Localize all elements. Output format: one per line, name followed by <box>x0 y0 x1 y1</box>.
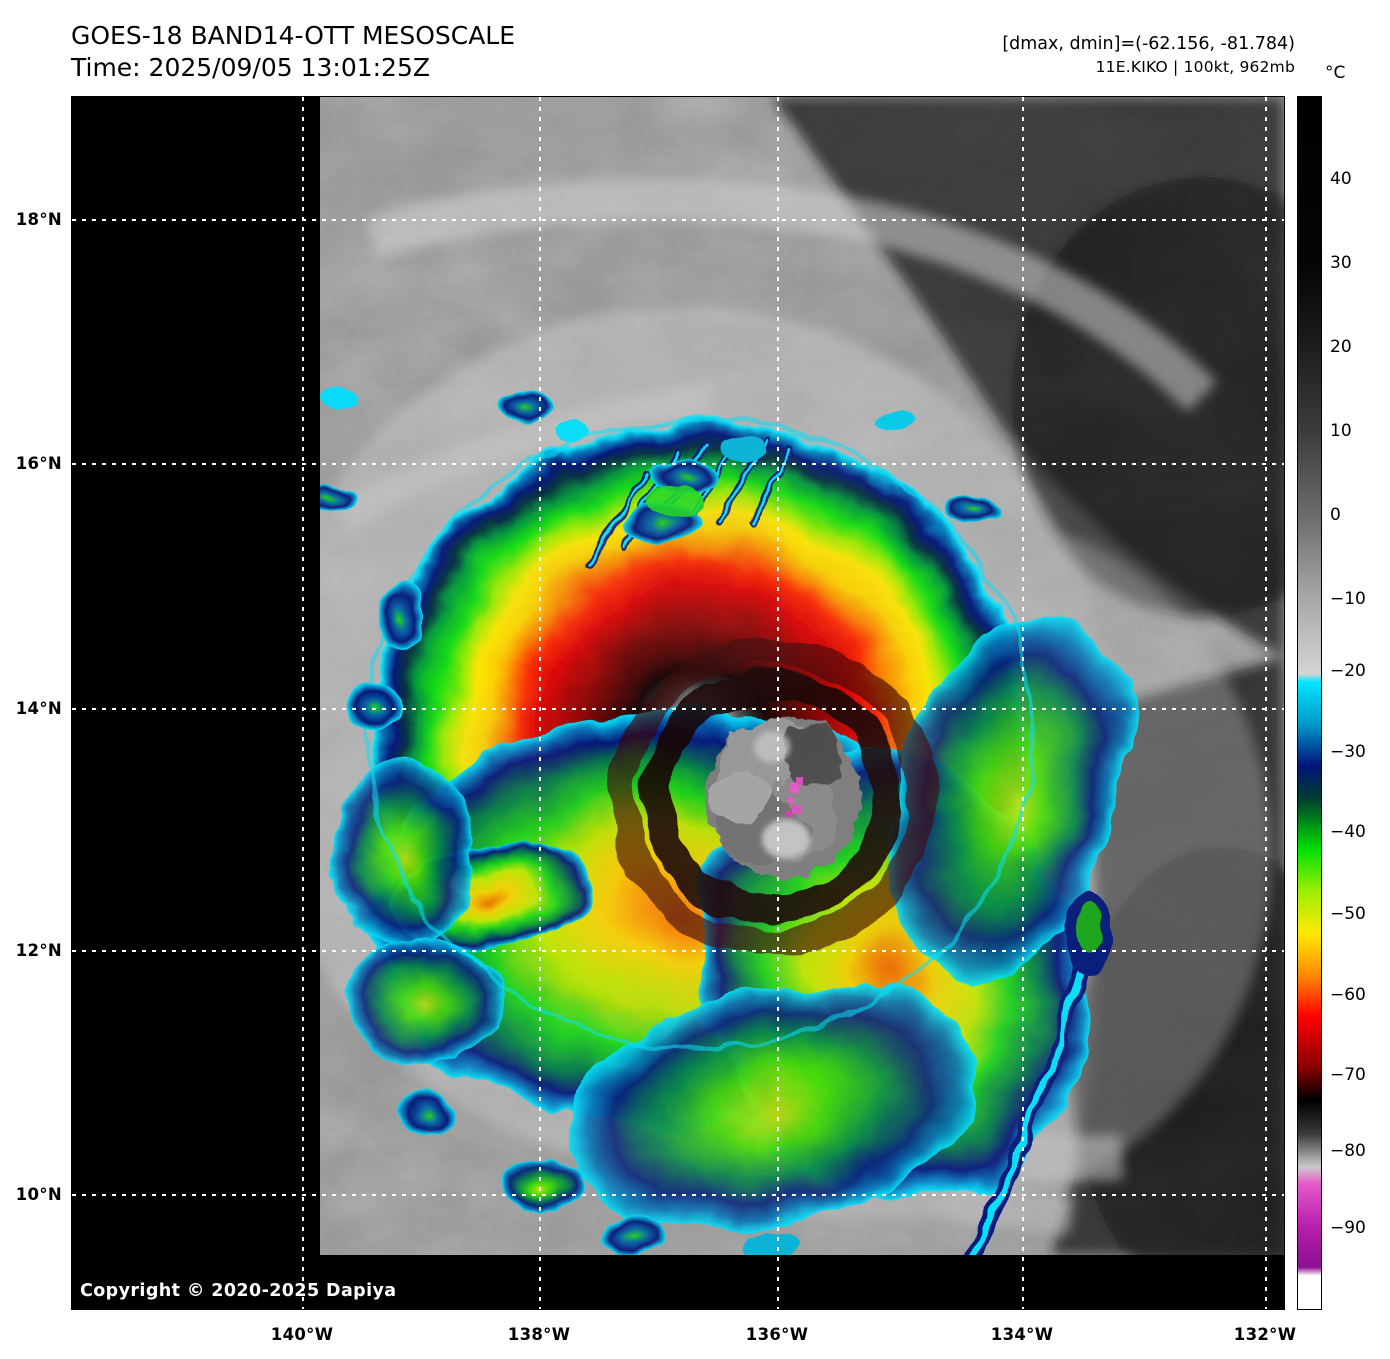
cbtick-20: 20 <box>1330 337 1352 357</box>
xtick-label-134W: 134°W <box>990 1325 1054 1344</box>
gridline-lon-132 <box>1265 97 1267 1309</box>
cbtick-0: 0 <box>1330 505 1341 525</box>
dmax-dmin-readout: [dmax, dmin]=(-62.156, -81.784) <box>1002 34 1295 54</box>
gridline-lat-18 <box>72 219 1284 221</box>
cbtick-10: 10 <box>1330 421 1352 441</box>
colorbar-gradient <box>1298 97 1321 1309</box>
xtick-label-136W: 136°W <box>745 1325 809 1344</box>
gridline-lat-16 <box>72 463 1284 465</box>
cbtick-m10: −10 <box>1330 589 1366 609</box>
ytick-label-16N: 16°N <box>15 454 62 473</box>
ytick-label-10N: 10°N <box>15 1185 62 1204</box>
gridline-lat-10 <box>72 1194 1284 1196</box>
cbtick-m50: −50 <box>1330 904 1366 924</box>
xtick-label-140W: 140°W <box>270 1325 334 1344</box>
cbtick-40: 40 <box>1330 169 1352 189</box>
gridline-lat-12 <box>72 950 1284 952</box>
cbtick-m80: −80 <box>1330 1141 1366 1161</box>
ytick-label-14N: 14°N <box>15 699 62 718</box>
storm-info-readout: 11E.KIKO | 100kt, 962mb <box>1095 58 1295 76</box>
cbtick-m20: −20 <box>1330 661 1366 681</box>
xtick-label-132W: 132°W <box>1233 1325 1297 1344</box>
gridline-lon-140 <box>302 97 304 1309</box>
gridline-lon-138 <box>539 97 541 1309</box>
cbtick-m60: −60 <box>1330 985 1366 1005</box>
ytick-label-12N: 12°N <box>15 941 62 960</box>
temperature-colorbar[interactable] <box>1297 96 1322 1310</box>
gridline-lon-136 <box>777 97 779 1309</box>
ir-satellite-raster <box>72 97 1284 1309</box>
ytick-label-18N: 18°N <box>15 210 62 229</box>
gridline-lon-134 <box>1022 97 1024 1309</box>
gridline-lat-14 <box>72 708 1284 710</box>
timestamp: Time: 2025/09/05 13:01:25Z <box>71 53 430 82</box>
page-title: GOES-18 BAND14-OTT MESOSCALE Time: 2025/0… <box>71 20 515 84</box>
cbtick-m40: −40 <box>1330 822 1366 842</box>
cbtick-m90: −90 <box>1330 1218 1366 1238</box>
cbtick-m70: −70 <box>1330 1065 1366 1085</box>
satellite-image-plot[interactable] <box>71 96 1285 1310</box>
xtick-label-138W: 138°W <box>507 1325 571 1344</box>
colorbar-unit-label: °C <box>1325 63 1346 83</box>
copyright-notice: Copyright © 2020-2025 Dapiya <box>80 1281 397 1301</box>
metadata-block: [dmax, dmin]=(-62.156, -81.784) 11E.KIKO… <box>1002 33 1295 79</box>
cbtick-m30: −30 <box>1330 742 1366 762</box>
product-title: GOES-18 BAND14-OTT MESOSCALE <box>71 21 516 50</box>
cbtick-30: 30 <box>1330 253 1352 273</box>
